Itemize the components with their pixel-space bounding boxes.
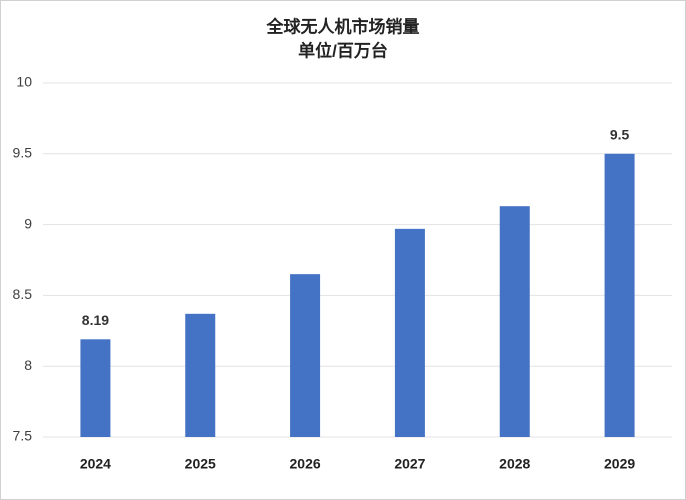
bar xyxy=(185,313,216,437)
bar xyxy=(499,206,530,437)
x-tick-label: 2029 xyxy=(604,456,635,472)
x-tick-label: 2027 xyxy=(394,456,425,472)
y-tick-label: 8 xyxy=(24,357,32,373)
bar xyxy=(80,339,111,437)
bar xyxy=(394,228,425,437)
y-tick-label: 9 xyxy=(24,215,32,231)
chart-title: 全球无人机市场销量 xyxy=(266,16,420,36)
bar xyxy=(604,153,635,438)
x-tick-label: 2026 xyxy=(290,456,321,472)
data-label: 8.19 xyxy=(82,312,109,328)
data-label: 9.5 xyxy=(610,127,630,143)
y-tick-label: 8.5 xyxy=(13,286,33,302)
x-tick-label: 2024 xyxy=(80,456,111,472)
y-tick-label: 10 xyxy=(16,74,32,90)
x-tick-label: 2025 xyxy=(185,456,216,472)
y-tick-label: 9.5 xyxy=(13,145,33,161)
y-tick-label: 7.5 xyxy=(13,428,33,444)
chart-subtitle: 单位/百万台 xyxy=(298,40,388,60)
x-tick-label: 2028 xyxy=(499,456,530,472)
bar xyxy=(290,274,321,437)
